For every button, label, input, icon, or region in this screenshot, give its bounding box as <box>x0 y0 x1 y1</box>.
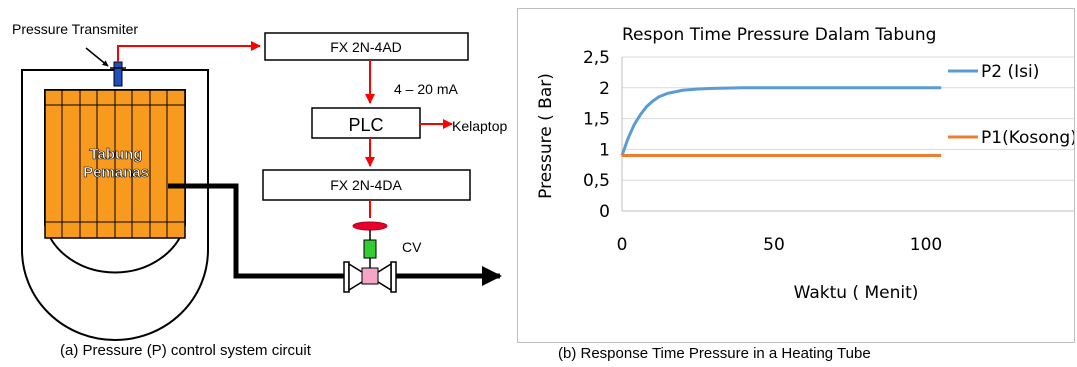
tank-label-line1: Tabung <box>89 146 142 163</box>
signal-label: 4 – 20 mA <box>394 81 458 97</box>
y-tick-label: 2 <box>599 79 610 99</box>
x-tick-label: 0 <box>617 235 628 255</box>
heating-element-grid <box>45 90 185 238</box>
plc-box <box>311 107 421 139</box>
fx-da-box <box>262 169 471 201</box>
response-time-chart: Respon Time Pressure Dalam Tabung Pressu… <box>536 25 1077 303</box>
y-tick-label: 1,5 <box>583 110 610 130</box>
signal-arrow-to-ad <box>117 41 261 62</box>
chart-xlabel: Waktu ( Menit) <box>794 283 919 303</box>
series-line-p2 <box>620 86 942 157</box>
caption-b: (b) Response Time Pressure in a Heating … <box>558 345 871 362</box>
y-tick-label: 1 <box>599 140 610 160</box>
legend-label: P2 (Isi) <box>981 62 1039 82</box>
control-valve <box>343 258 397 293</box>
chart-ylabel: Pressure ( Bar) <box>536 73 556 199</box>
control-circuit: Tabung Pemanas Pressure Transmiter FX 2N… <box>12 21 507 341</box>
output-label: Kelaptop <box>452 118 507 134</box>
fx-ad-box <box>264 32 469 61</box>
x-tick-label: 100 <box>910 235 942 255</box>
pressure-transmitter <box>113 61 123 87</box>
tank-label-line2: Pemanas <box>83 164 149 181</box>
chart-frame: Respon Time Pressure Dalam Tabung Pressu… <box>517 8 1077 343</box>
plc-label: PLC <box>348 115 383 135</box>
transmitter-pointer-arrow <box>85 47 109 67</box>
pipe <box>168 183 346 279</box>
y-tick-label: 0,5 <box>583 171 610 191</box>
y-tick-label: 0 <box>599 202 610 222</box>
valve-label: CV <box>402 239 422 255</box>
x-tick-label: 50 <box>763 235 785 255</box>
legend-label: P1(Kosong) <box>981 128 1074 148</box>
y-tick-label: 2,5 <box>583 48 610 68</box>
chart-title: Respon Time Pressure Dalam Tabung <box>622 25 936 45</box>
valve-actuator-disc <box>352 221 388 231</box>
fx-da-label: FX 2N-4DA <box>330 177 402 193</box>
valve-actuator <box>363 239 377 259</box>
pressure-transmitter-label: Pressure Transmiter <box>12 21 138 37</box>
x-tick-label: 1 <box>1073 235 1074 255</box>
fx-ad-label: FX 2N-4AD <box>330 39 402 55</box>
caption-a: (a) Pressure (P) control system circuit <box>60 342 311 359</box>
